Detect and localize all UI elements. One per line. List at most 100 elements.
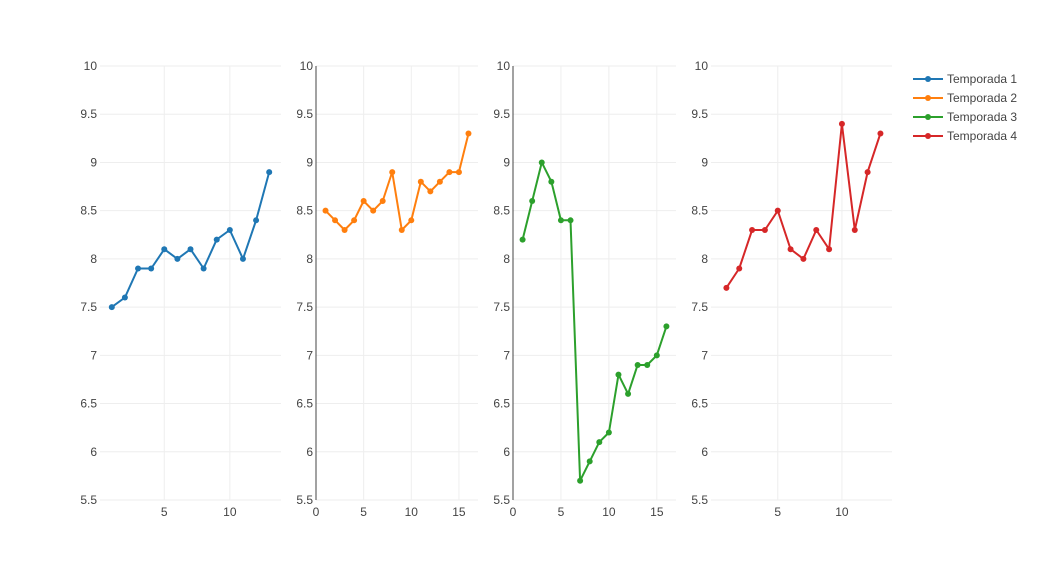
data-point <box>838 120 845 127</box>
data-point <box>761 226 768 233</box>
y-tick-label: 8.5 <box>296 204 313 218</box>
data-point <box>586 458 593 465</box>
data-point <box>187 246 194 253</box>
data-point <box>519 236 526 243</box>
y-tick-label: 9 <box>90 155 97 169</box>
data-point <box>427 188 434 195</box>
y-tick-label: 9.5 <box>493 107 510 121</box>
x-tick-label: 10 <box>602 505 616 519</box>
legend-label: Temporada 4 <box>947 129 1017 143</box>
data-point <box>148 265 155 272</box>
data-point <box>398 226 405 233</box>
data-point <box>389 169 396 176</box>
y-tick-label: 10 <box>497 59 511 73</box>
series-line-temporada-4 <box>725 122 882 289</box>
y-tick-label: 5.5 <box>80 493 97 507</box>
series-line-temporada-3 <box>521 161 668 482</box>
data-point <box>341 226 348 233</box>
data-point <box>736 265 743 272</box>
data-point <box>749 226 756 233</box>
legend-label: Temporada 1 <box>947 72 1017 86</box>
y-tick-label: 9.5 <box>80 107 97 121</box>
data-point <box>634 361 641 368</box>
y-tick-label: 10 <box>84 59 98 73</box>
y-tick-label: 5.5 <box>691 493 708 507</box>
x-tick-label: 10 <box>223 505 237 519</box>
data-point <box>213 236 220 243</box>
data-point <box>625 390 632 397</box>
y-tick-label: 6 <box>90 445 97 459</box>
x-tick-label: 0 <box>313 505 320 519</box>
data-point <box>529 198 536 205</box>
x-tick-label: 5 <box>360 505 367 519</box>
x-tick-label: 10 <box>405 505 419 519</box>
data-point <box>605 429 612 436</box>
y-tick-label: 7 <box>90 348 97 362</box>
y-tick-label: 10 <box>695 59 709 73</box>
data-point <box>787 246 794 253</box>
data-point <box>135 265 142 272</box>
data-point <box>436 178 443 185</box>
y-tick-label: 9.5 <box>691 107 708 121</box>
data-point <box>577 477 584 484</box>
data-point <box>332 217 339 224</box>
data-point <box>663 323 670 330</box>
y-tick-label: 10 <box>300 59 314 73</box>
data-point <box>408 217 415 224</box>
data-point <box>567 217 574 224</box>
data-point <box>108 304 115 311</box>
x-tick-label: 15 <box>452 505 466 519</box>
legend-label: Temporada 2 <box>947 91 1017 105</box>
y-tick-label: 6.5 <box>296 397 313 411</box>
data-point <box>596 439 603 446</box>
series-line-temporada-1 <box>111 171 271 308</box>
y-tick-label: 8 <box>90 252 97 266</box>
data-point <box>455 169 462 176</box>
data-point <box>161 246 168 253</box>
data-point <box>826 246 833 253</box>
x-tick-label: 10 <box>835 505 849 519</box>
data-point <box>864 169 871 176</box>
data-point <box>723 284 730 291</box>
data-point <box>774 207 781 214</box>
y-tick-label: 6 <box>503 445 510 459</box>
y-tick-label: 9 <box>701 155 708 169</box>
data-point <box>465 130 472 137</box>
panel-4: 5.5 6 6.5 7 7.5 8 8.5 9 9.5 10 5 10 <box>691 59 892 519</box>
data-point <box>548 178 555 185</box>
y-tick-label: 7.5 <box>691 300 708 314</box>
y-tick-label: 8 <box>306 252 313 266</box>
panel-2: 5.5 6 6.5 7 7.5 8 8.5 9 9.5 10 0 5 10 15 <box>296 59 478 519</box>
data-point <box>800 255 807 262</box>
x-tick-label: 0 <box>510 505 517 519</box>
y-tick-label: 6.5 <box>691 397 708 411</box>
y-tick-label: 7 <box>701 348 708 362</box>
data-point <box>538 159 545 166</box>
x-tick-label: 5 <box>774 505 781 519</box>
y-tick-label: 8.5 <box>80 204 97 218</box>
y-tick-label: 9 <box>503 155 510 169</box>
data-point <box>644 361 651 368</box>
legend: Temporada 1 Temporada 2 Temporada 3 Tempora… <box>913 72 1017 143</box>
data-point <box>417 178 424 185</box>
data-point <box>253 217 260 224</box>
y-tick-label: 7.5 <box>80 300 97 314</box>
data-point <box>653 352 660 359</box>
data-point <box>322 207 329 214</box>
y-tick-label: 7 <box>306 348 313 362</box>
data-point <box>200 265 207 272</box>
legend-swatch-marker <box>925 133 931 139</box>
data-point <box>266 169 273 176</box>
data-point <box>239 255 246 262</box>
data-point <box>851 226 858 233</box>
y-tick-label: 7 <box>503 348 510 362</box>
y-tick-label: 6 <box>701 445 708 459</box>
legend-swatch-marker <box>925 114 931 120</box>
x-tick-label: 5 <box>558 505 565 519</box>
legend-swatch-marker <box>925 76 931 82</box>
y-tick-label: 9 <box>306 155 313 169</box>
y-tick-label: 6 <box>306 445 313 459</box>
y-tick-label: 6.5 <box>80 397 97 411</box>
data-point <box>557 217 564 224</box>
